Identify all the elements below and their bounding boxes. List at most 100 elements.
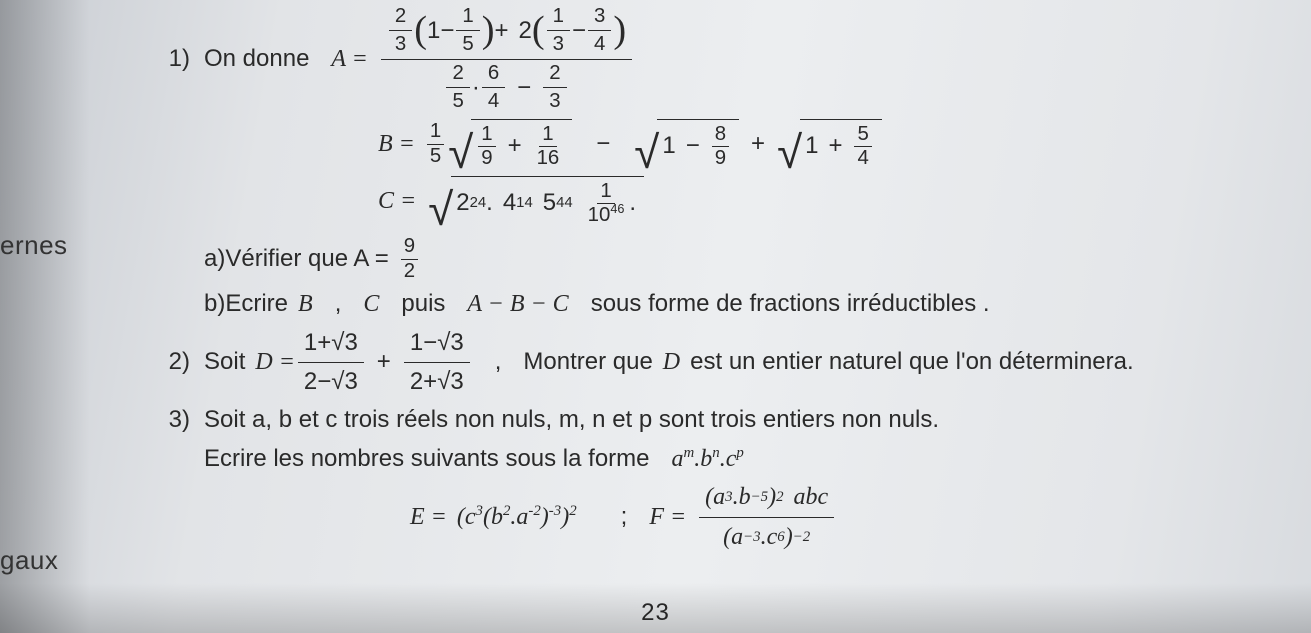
txt: 3: [389, 31, 412, 55]
q1-line-A: 1) On donne A = 23 ( 1 − 15 ) + 2 ( 13: [150, 6, 1281, 113]
txt: 2: [456, 187, 469, 219]
txt: −: [517, 72, 531, 104]
sqrt3: √ 1 + 54: [777, 119, 882, 170]
txt: 2: [401, 260, 418, 282]
txt: m: [684, 445, 695, 461]
A-label: A =: [331, 43, 367, 75]
txt: −: [317, 366, 331, 398]
page: ernes gaux 1) On donne A = 23 ( 1 − 15 )…: [0, 0, 1311, 633]
q1-part-a: a) Vérifier que A = 92: [150, 236, 1281, 282]
txt: c: [767, 521, 778, 553]
txt: 1: [597, 181, 614, 204]
A-fraction: 23 ( 1 − 15 ) + 2 ( 13 − 34 ) 25: [381, 6, 632, 113]
txt: B: [298, 288, 313, 320]
txt: C: [363, 288, 379, 320]
txt: −: [686, 130, 700, 162]
txt: 2: [304, 366, 317, 398]
txt: 3: [476, 503, 483, 519]
q1-line-C: C = √ 224 . 414 544 1 1046 .: [378, 176, 1281, 227]
part-a-text: Vérifier que A =: [225, 243, 388, 275]
txt: +: [828, 130, 842, 162]
txt: 16: [534, 147, 563, 169]
q2-number: 2): [150, 346, 204, 378]
txt: 9: [478, 147, 495, 169]
txt: 2: [410, 366, 423, 398]
txt: c: [465, 504, 476, 530]
txt: +: [423, 366, 437, 398]
content-block: 1) On donne A = 23 ( 1 − 15 ) + 2 ( 13: [150, 0, 1281, 559]
txt: c: [726, 446, 737, 472]
txt: 10: [588, 204, 611, 226]
txt: 2: [519, 15, 532, 47]
txt: 1: [539, 124, 556, 147]
txt: 2: [503, 503, 510, 519]
txt: 2: [446, 63, 469, 88]
C-label: C =: [378, 185, 416, 217]
txt: ,: [495, 346, 502, 378]
q1-number: 1): [150, 43, 204, 75]
txt: 46: [610, 202, 624, 216]
left-shadow: [0, 0, 90, 633]
txt: +: [751, 128, 765, 160]
txt: 6: [482, 63, 505, 88]
txt: b: [739, 481, 751, 513]
txt: +: [317, 327, 331, 359]
txt: 2: [389, 6, 412, 31]
txt: 1: [456, 6, 479, 31]
page-number: 23: [641, 599, 670, 627]
E-expr: (c3(b2.a-2)-3)2: [457, 501, 577, 533]
txt: 3: [588, 6, 611, 31]
txt: sous forme de fractions irréductibles .: [591, 288, 990, 320]
margin-fragment-top: ernes: [0, 230, 68, 261]
D-term2: 1 − √3 2 + √3: [404, 327, 470, 399]
txt: n: [712, 445, 719, 461]
txt: −: [440, 15, 454, 47]
part-a-label: a): [204, 243, 225, 275]
txt: ;: [621, 501, 628, 533]
F-expr: (a3.b−5)2abc (a−3.c6)−2: [699, 481, 834, 553]
txt: √3: [331, 327, 358, 359]
txt: 4: [503, 187, 516, 219]
txt: .: [629, 187, 636, 219]
txt: 3: [543, 88, 566, 112]
txt: 1: [304, 327, 317, 359]
txt: .: [486, 187, 493, 219]
txt: 5: [446, 88, 469, 112]
txt: A − B − C: [467, 288, 568, 320]
txt: 8: [712, 124, 729, 147]
txt: 9: [401, 236, 418, 259]
sqrt2: √ 1 − 89: [634, 119, 739, 170]
q3-EF: E = (c3(b2.a-2)-3)2 ; F = (a3.b−5)2abc (…: [410, 481, 1281, 553]
txt: p: [736, 445, 743, 461]
txt: 5: [543, 187, 556, 219]
txt: −: [596, 128, 610, 160]
txt: abc: [794, 481, 829, 513]
txt: 5: [854, 124, 871, 147]
q1-intro: On donne: [204, 43, 309, 75]
sqrt1: √ 19 + 116: [448, 119, 572, 170]
txt: D: [663, 346, 680, 378]
txt: ,: [335, 288, 342, 320]
txt: 4: [854, 147, 871, 169]
D-term1: 1 + √3 2 − √3: [298, 327, 364, 399]
sqrtC: √ 224 . 414 544 1 1046 .: [428, 176, 644, 227]
part-b-label: b): [204, 288, 225, 320]
txt: est un entier naturel que l'on détermine…: [690, 346, 1134, 378]
txt: 5: [456, 31, 479, 55]
txt: a: [731, 521, 743, 553]
txt: b: [491, 504, 503, 530]
txt: 1: [427, 15, 440, 47]
txt: 3: [547, 31, 570, 55]
q2-line: 2) Soit D = 1 + √3 2 − √3 + 1: [150, 327, 1281, 399]
txt: √3: [331, 366, 358, 398]
txt: a: [713, 481, 725, 513]
txt: √3: [437, 366, 464, 398]
F-label: F =: [649, 501, 686, 533]
txt: Soit a, b et c trois réels non nuls, m, …: [204, 404, 939, 436]
q1-line-B: B = 15 √ 19 + 116 − √ 1 − 89 +: [378, 119, 1281, 170]
txt: b: [700, 446, 712, 472]
txt: 4: [588, 31, 611, 55]
B-label: B =: [378, 128, 415, 160]
txt: 1: [478, 124, 495, 147]
D-label: D =: [255, 346, 295, 378]
